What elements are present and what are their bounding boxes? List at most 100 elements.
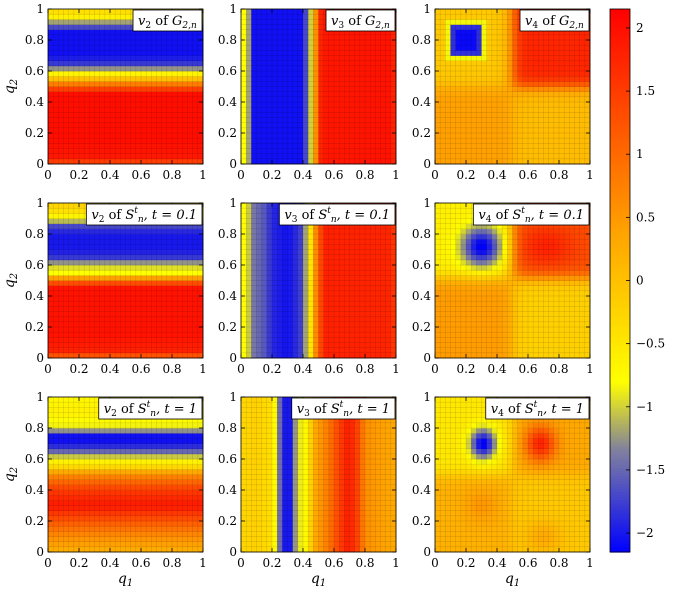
heatmap-cell xyxy=(486,153,493,160)
heatmap-cell xyxy=(104,153,111,160)
heatmap-cell xyxy=(517,122,524,129)
heatmap-cell xyxy=(292,306,299,312)
heatmap-cell xyxy=(522,91,529,98)
heatmap-cell xyxy=(440,81,446,87)
heatmap-cell xyxy=(89,60,95,67)
heatmap-cell xyxy=(440,65,446,72)
heatmap-cell xyxy=(569,81,575,87)
x-tick-label: 0.6 xyxy=(324,168,343,182)
heatmap-cell xyxy=(48,117,54,124)
heatmap-cell xyxy=(313,275,319,281)
heatmap-cell xyxy=(445,71,451,77)
heatmap-cell xyxy=(261,218,268,225)
heatmap-cell xyxy=(197,91,204,98)
heatmap-cell xyxy=(323,102,330,108)
heatmap-cell xyxy=(99,65,106,72)
heatmap-cell xyxy=(303,76,309,82)
heatmap-cell xyxy=(79,19,85,25)
heatmap-cell xyxy=(110,239,116,245)
heatmap-cell xyxy=(354,265,361,271)
heatmap-cell xyxy=(579,40,586,46)
heatmap-cell xyxy=(318,296,325,302)
heatmap-cell xyxy=(272,158,278,165)
heatmap-cell xyxy=(68,86,75,93)
heatmap-cell xyxy=(328,91,335,98)
heatmap-cell xyxy=(272,321,278,328)
heatmap-cell xyxy=(517,96,524,103)
heatmap-cell xyxy=(574,50,581,56)
heatmap-cell xyxy=(125,86,132,93)
heatmap-cell xyxy=(522,96,529,103)
heatmap-cell xyxy=(48,203,54,209)
heatmap-cell xyxy=(266,337,273,343)
heatmap-cell xyxy=(334,352,340,359)
heatmap-cell xyxy=(328,259,335,266)
heatmap-cell xyxy=(466,14,472,20)
heatmap-cell xyxy=(512,96,519,103)
heatmap-cell xyxy=(564,71,570,77)
heatmap-cell xyxy=(89,244,95,250)
heatmap-cell xyxy=(517,60,524,67)
heatmap-cell xyxy=(125,40,132,46)
heatmap-cell xyxy=(241,244,247,250)
heatmap-cell xyxy=(187,306,194,312)
heatmap-cell xyxy=(251,321,257,328)
heatmap-cell xyxy=(48,208,54,214)
heatmap-cell xyxy=(323,40,330,46)
heatmap-cell xyxy=(130,91,137,98)
heatmap-cell xyxy=(79,29,85,36)
heatmap-cell xyxy=(197,332,204,338)
heatmap-cell xyxy=(328,29,335,36)
heatmap-cell xyxy=(584,86,591,93)
heatmap-cell xyxy=(344,65,350,72)
heatmap-cell xyxy=(79,71,85,77)
heatmap-cell xyxy=(579,127,586,134)
heatmap-cell xyxy=(584,158,591,165)
heatmap-cell xyxy=(497,55,503,62)
heatmap-cell xyxy=(548,153,555,160)
heatmap-cell xyxy=(349,133,356,139)
heatmap-cell xyxy=(491,24,498,31)
heatmap-cell xyxy=(89,342,95,349)
heatmap-cell xyxy=(318,311,325,318)
heatmap-cell xyxy=(135,347,142,354)
heatmap-cell xyxy=(110,316,116,323)
heatmap-cell xyxy=(246,91,252,98)
heatmap-cell xyxy=(334,112,340,118)
heatmap-cell xyxy=(110,290,116,297)
heatmap-cell xyxy=(507,127,513,134)
heatmap-cell xyxy=(192,311,199,318)
heatmap-cell xyxy=(579,65,586,72)
heatmap-cell xyxy=(63,321,70,328)
heatmap-cell xyxy=(512,76,519,82)
heatmap-cell xyxy=(241,81,247,87)
heatmap-cell xyxy=(99,102,106,108)
heatmap-cell xyxy=(68,218,75,225)
heatmap-cell xyxy=(318,316,325,323)
heatmap-cell xyxy=(104,29,111,36)
heatmap-cell xyxy=(328,342,335,349)
heatmap-cell xyxy=(354,352,361,359)
heatmap-cell xyxy=(491,96,498,103)
heatmap-cell xyxy=(375,342,381,349)
heatmap-cell xyxy=(390,158,397,165)
heatmap-cell xyxy=(110,45,116,51)
heatmap-cell xyxy=(528,127,534,134)
heatmap-cell xyxy=(172,91,178,98)
heatmap-cell xyxy=(339,228,345,235)
heatmap-cell xyxy=(569,158,575,165)
heatmap-cell xyxy=(256,306,263,312)
heatmap-cell xyxy=(251,107,257,113)
heatmap-cell xyxy=(89,153,95,160)
y-tick-label: 0.8 xyxy=(25,33,44,47)
heatmap-cell xyxy=(334,239,340,245)
heatmap-cell xyxy=(359,107,366,113)
heatmap-cell xyxy=(481,34,488,41)
heatmap-cell xyxy=(182,122,188,129)
heatmap-cell xyxy=(528,29,534,36)
heatmap-cell xyxy=(251,301,257,307)
heatmap-cell xyxy=(466,158,472,165)
heatmap-cell xyxy=(48,275,54,281)
heatmap-cell xyxy=(187,81,194,87)
x-tick-label: 0.6 xyxy=(518,168,537,182)
